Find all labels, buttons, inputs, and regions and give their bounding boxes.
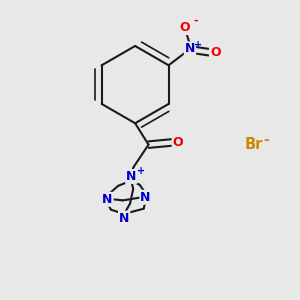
Text: +: + — [137, 166, 145, 176]
Text: N: N — [119, 212, 129, 225]
Text: +: + — [194, 40, 202, 50]
Text: O: O — [179, 21, 190, 34]
Text: O: O — [210, 46, 220, 59]
Text: -: - — [263, 133, 269, 147]
Text: -: - — [194, 16, 198, 26]
Text: Br: Br — [245, 136, 263, 152]
Text: O: O — [172, 136, 183, 149]
Text: N: N — [185, 42, 195, 56]
Text: N: N — [102, 193, 113, 206]
Text: N: N — [140, 191, 151, 204]
Text: N: N — [126, 170, 136, 183]
